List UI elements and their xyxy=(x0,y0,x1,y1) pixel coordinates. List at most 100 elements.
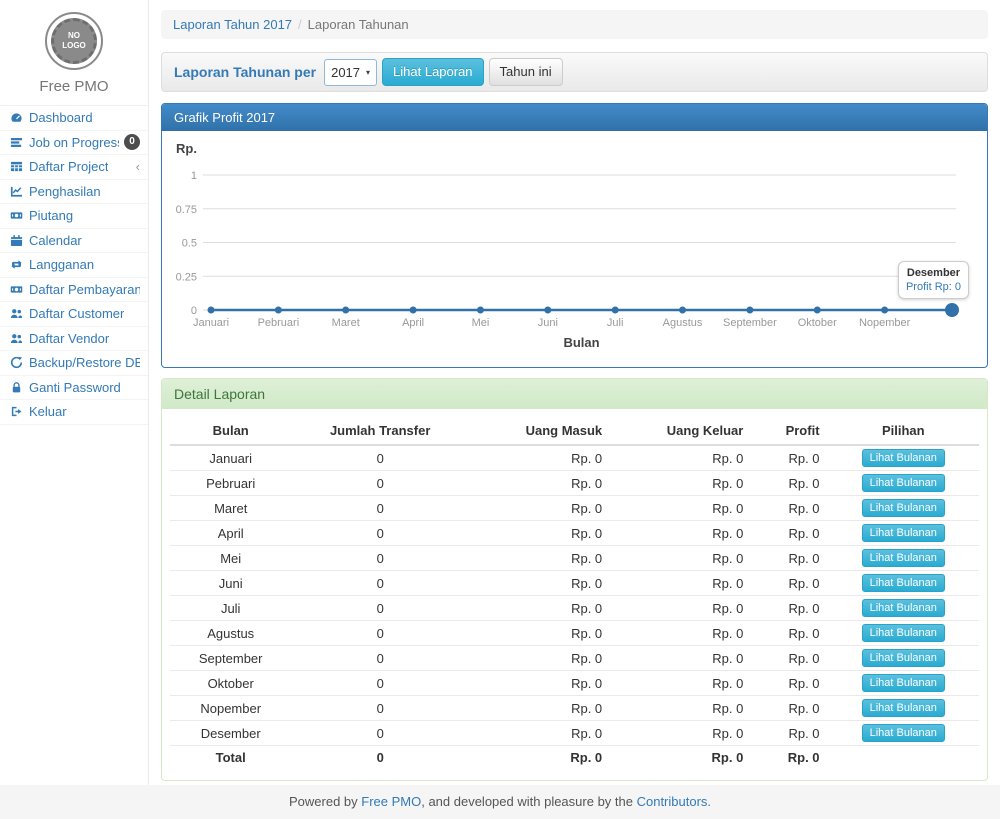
sidebar-item-label: Daftar Pembayaran xyxy=(29,281,140,297)
cell-pilihan: Lihat Bulanan xyxy=(827,495,979,521)
cell-bulan: Pebruari xyxy=(170,470,292,496)
cell-uang-masuk: Rp. 0 xyxy=(468,695,611,721)
lihat-bulanan-button[interactable]: Lihat Bulanan xyxy=(861,724,945,742)
lihat-bulanan-button[interactable]: Lihat Bulanan xyxy=(861,499,945,517)
table-icon xyxy=(8,160,24,173)
cell-uang-masuk: Rp. 0 xyxy=(468,570,611,596)
breadcrumb-link[interactable]: Laporan Tahun 2017 xyxy=(173,17,293,32)
no-logo-badge: NO LOGO xyxy=(51,18,97,64)
main-content: Laporan Tahun 2017 / Laporan Tahunan Lapor… xyxy=(149,0,1000,785)
data-point-juni[interactable] xyxy=(544,306,552,314)
money-icon xyxy=(8,283,24,296)
sidebar-item-penghasilan[interactable]: Penghasilan xyxy=(0,180,148,204)
sidebar-item-calendar[interactable]: Calendar xyxy=(0,229,148,253)
lihat-laporan-button[interactable]: Lihat Laporan xyxy=(382,57,484,87)
data-point-desember[interactable] xyxy=(945,303,959,317)
year-select[interactable]: 2017 ▾ xyxy=(324,58,378,86)
tooltip-value: Profit Rp: 0 xyxy=(905,281,961,293)
sidebar-item-label: Job on Progress xyxy=(29,134,119,150)
cell-uang-keluar: Rp. 0 xyxy=(610,570,752,596)
count-badge: 0 xyxy=(124,134,140,151)
free-pmo-link[interactable]: Free PMO xyxy=(361,794,422,809)
users-icon xyxy=(8,307,24,320)
cell-jumlah-transfer: 0 xyxy=(291,645,469,671)
profit-line-chart[interactable]: Rp. 1 0.75 0.5 0.25 0 Januari Pebruari Maret Apri… xyxy=(162,131,987,367)
cell-uang-masuk: Rp. 0 xyxy=(468,620,611,646)
svg-text:Oktober: Oktober xyxy=(798,317,837,329)
sidebar-item-dashboard[interactable]: Dashboard xyxy=(0,106,148,131)
lihat-bulanan-button[interactable]: Lihat Bulanan xyxy=(861,449,945,467)
cell-uang-masuk: Rp. 0 xyxy=(468,520,611,546)
col-header-jumlah-transfer: Jumlah Transfer xyxy=(291,417,469,446)
sidebar-item-piutang[interactable]: Piutang xyxy=(0,204,148,229)
data-point-maret[interactable] xyxy=(342,306,350,314)
chart-tooltip: Desember Profit Rp: 0 xyxy=(897,261,969,299)
sidebar-item-label: Daftar Project xyxy=(29,159,109,175)
table-row-juli: Juli 0 Rp. 0 Rp. 0 Rp. 0 Lihat Bulanan xyxy=(170,595,979,621)
cell-profit: Rp. 0 xyxy=(751,444,828,471)
profit-chart-panel: Grafik Profit 2017 Rp. 1 0.75 0.5 0.25 0 Janua… xyxy=(161,103,988,368)
cell-uang-keluar: Rp. 0 xyxy=(610,670,752,696)
data-point-nopember[interactable] xyxy=(881,306,889,314)
data-point-juli[interactable] xyxy=(611,306,619,314)
lihat-bulanan-button[interactable]: Lihat Bulanan xyxy=(861,624,945,642)
table-row-pebruari: Pebruari 0 Rp. 0 Rp. 0 Rp. 0 Lihat Bulanan xyxy=(170,470,979,496)
table-row-oktober: Oktober 0 Rp. 0 Rp. 0 Rp. 0 Lihat Bulanan xyxy=(170,670,979,696)
sidebar-item-label: Penghasilan xyxy=(29,183,101,199)
sidebar-item-keluar[interactable]: Keluar xyxy=(0,400,148,425)
lihat-bulanan-button[interactable]: Lihat Bulanan xyxy=(861,474,945,492)
sidebar-item-ganti-password[interactable]: Ganti Password xyxy=(0,376,148,400)
cell-uang-keluar: Rp. 0 xyxy=(610,645,752,671)
svg-text:Maret: Maret xyxy=(332,317,360,329)
data-point-pebruari[interactable] xyxy=(274,306,282,314)
sidebar-item-daftar-pembayaran[interactable]: Daftar Pembayaran xyxy=(0,278,148,302)
total-value: Rp. 0 xyxy=(468,745,611,770)
year-select-value: 2017 xyxy=(331,64,361,80)
svg-text:September: September xyxy=(723,317,777,329)
sidebar-item-label: Keluar xyxy=(29,404,67,420)
svg-text:Januari: Januari xyxy=(193,317,229,329)
svg-text:Pebruari: Pebruari xyxy=(258,317,300,329)
lihat-bulanan-button[interactable]: Lihat Bulanan xyxy=(861,674,945,692)
sidebar-item-langganan[interactable]: Langganan xyxy=(0,253,148,278)
lihat-bulanan-button[interactable]: Lihat Bulanan xyxy=(861,599,945,617)
sidebar-item-daftar-vendor[interactable]: Daftar Vendor xyxy=(0,327,148,351)
lihat-bulanan-button[interactable]: Lihat Bulanan xyxy=(861,549,945,567)
cell-profit: Rp. 0 xyxy=(751,595,828,621)
table-row-januari: Januari 0 Rp. 0 Rp. 0 Rp. 0 Lihat Bulanan xyxy=(170,444,979,471)
data-point-agustus[interactable] xyxy=(679,306,687,314)
cell-profit: Rp. 0 xyxy=(751,620,828,646)
cell-uang-masuk: Rp. 0 xyxy=(468,545,611,571)
cell-pilihan: Lihat Bulanan xyxy=(827,720,979,746)
lihat-bulanan-button[interactable]: Lihat Bulanan xyxy=(861,649,945,667)
data-point-mei[interactable] xyxy=(476,306,484,314)
detail-report-panel: Detail Laporan Bulan Jumlah Transfer Uang … xyxy=(161,378,988,781)
cell-jumlah-transfer: 0 xyxy=(291,520,469,546)
cell-uang-keluar: Rp. 0 xyxy=(610,470,752,496)
data-point-april[interactable] xyxy=(409,306,417,314)
lihat-bulanan-button[interactable]: Lihat Bulanan xyxy=(861,699,945,717)
cell-jumlah-transfer: 0 xyxy=(291,570,469,596)
contributors-link[interactable]: Contributors. xyxy=(636,794,712,809)
sidebar-item-daftar-customer[interactable]: Daftar Customer xyxy=(0,302,148,327)
data-point-januari[interactable] xyxy=(207,306,215,314)
sidebar-item-job-on-progress[interactable]: Job on Progress 0 xyxy=(0,131,148,155)
svg-text:Agustus: Agustus xyxy=(663,317,703,329)
cell-pilihan: Lihat Bulanan xyxy=(827,620,979,646)
svg-text:0.5: 0.5 xyxy=(182,238,197,250)
data-point-september[interactable] xyxy=(746,306,754,314)
page-footer: Powered by Free PMO, and developed with … xyxy=(0,785,1000,819)
sidebar-item-backup-restore-db[interactable]: Backup/Restore DB xyxy=(0,351,148,376)
table-row-desember: Desember 0 Rp. 0 Rp. 0 Rp. 0 Lihat Bulanan xyxy=(170,720,979,746)
cell-uang-keluar: Rp. 0 xyxy=(610,495,752,521)
lihat-bulanan-button[interactable]: Lihat Bulanan xyxy=(861,524,945,542)
cell-profit: Rp. 0 xyxy=(751,695,828,721)
retweet-icon xyxy=(8,258,24,271)
cell-pilihan: Lihat Bulanan xyxy=(827,695,979,721)
data-point-oktober[interactable] xyxy=(813,306,821,314)
lihat-bulanan-button[interactable]: Lihat Bulanan xyxy=(861,574,945,592)
sidebar-item-daftar-project[interactable]: Daftar Project ‹ xyxy=(0,155,148,180)
tahun-ini-button[interactable]: Tahun ini xyxy=(488,57,563,87)
